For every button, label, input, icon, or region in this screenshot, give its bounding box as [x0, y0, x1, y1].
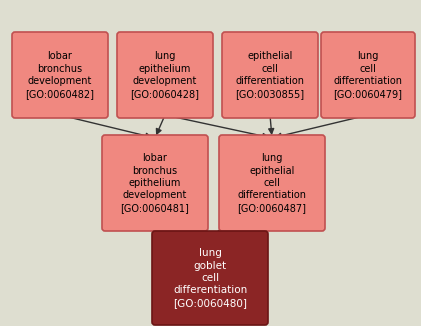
- FancyBboxPatch shape: [102, 135, 208, 231]
- Text: epithelial
cell
differentiation
[GO:0030855]: epithelial cell differentiation [GO:0030…: [235, 52, 304, 98]
- Text: lung
epithelial
cell
differentiation
[GO:0060487]: lung epithelial cell differentiation [GO…: [237, 153, 306, 213]
- FancyBboxPatch shape: [321, 32, 415, 118]
- FancyBboxPatch shape: [117, 32, 213, 118]
- Text: lobar
bronchus
epithelium
development
[GO:0060481]: lobar bronchus epithelium development [G…: [120, 153, 189, 213]
- FancyBboxPatch shape: [219, 135, 325, 231]
- FancyBboxPatch shape: [12, 32, 108, 118]
- Text: lung
epithelium
development
[GO:0060428]: lung epithelium development [GO:0060428]: [131, 52, 200, 98]
- FancyBboxPatch shape: [222, 32, 318, 118]
- Text: lobar
bronchus
development
[GO:0060482]: lobar bronchus development [GO:0060482]: [26, 52, 94, 98]
- Text: lung
cell
differentiation
[GO:0060479]: lung cell differentiation [GO:0060479]: [333, 52, 402, 98]
- Text: lung
goblet
cell
differentiation
[GO:0060480]: lung goblet cell differentiation [GO:006…: [173, 248, 247, 308]
- FancyBboxPatch shape: [152, 231, 268, 325]
